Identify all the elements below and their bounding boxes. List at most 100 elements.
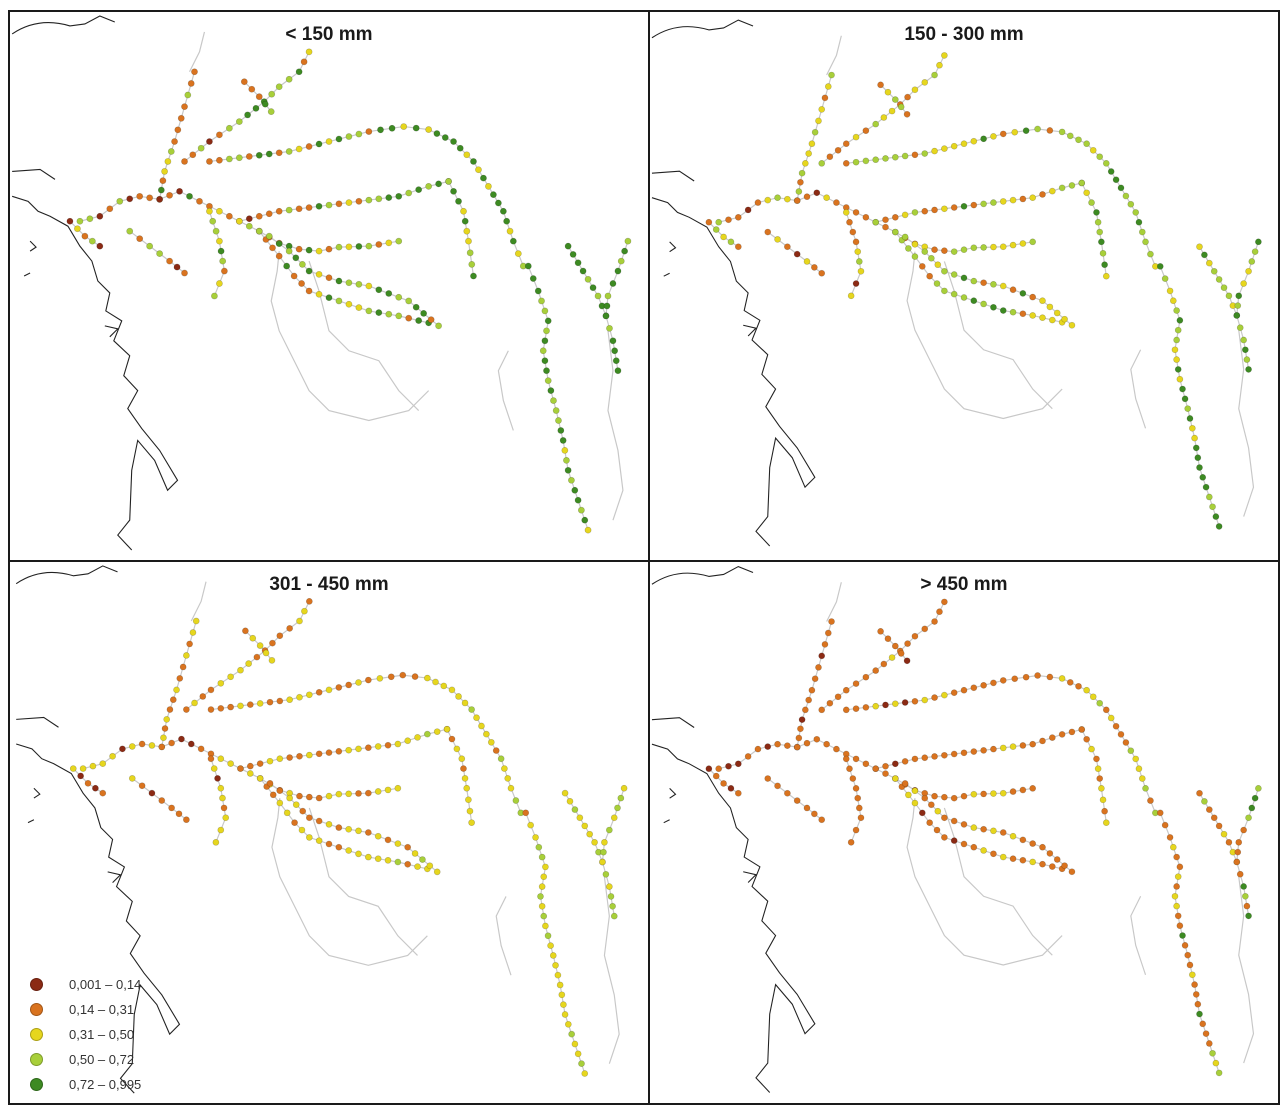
station-point xyxy=(950,142,958,150)
station-point xyxy=(315,140,323,148)
station-point xyxy=(1093,209,1100,216)
map-panel-lt-150: < 150 mm xyxy=(8,10,650,562)
station-point xyxy=(388,124,396,132)
station-point xyxy=(852,826,860,834)
station-point xyxy=(1147,797,1154,804)
station-point xyxy=(581,516,589,524)
station-point xyxy=(1243,902,1251,910)
station-point xyxy=(1019,786,1027,794)
station-point xyxy=(292,254,300,262)
station-point xyxy=(365,676,372,684)
station-point xyxy=(842,686,850,694)
station-point xyxy=(549,952,557,959)
station-point xyxy=(275,240,283,248)
station-point xyxy=(936,608,943,616)
station-point xyxy=(171,138,178,145)
station-point xyxy=(980,135,987,143)
station-point xyxy=(206,158,213,165)
station-point xyxy=(566,797,574,805)
station-point xyxy=(970,201,978,209)
station-point xyxy=(207,686,215,694)
station-point xyxy=(852,158,860,166)
station-point xyxy=(1101,807,1108,815)
station-point xyxy=(824,83,832,90)
legend-item: 0,31 – 0,50 xyxy=(30,1022,141,1047)
station-point xyxy=(808,140,816,148)
station-point xyxy=(96,242,104,250)
station-point xyxy=(1046,673,1054,681)
station-point xyxy=(574,259,582,267)
station-point xyxy=(456,144,464,152)
station-point xyxy=(798,169,806,177)
station-point xyxy=(1009,286,1017,294)
station-point xyxy=(207,755,215,763)
station-point xyxy=(168,804,175,812)
station-point xyxy=(265,210,273,218)
station-point xyxy=(146,242,154,250)
station-point xyxy=(808,686,816,694)
station-point xyxy=(249,634,257,642)
station-point xyxy=(1215,1069,1223,1077)
station-point xyxy=(541,337,549,345)
station-point xyxy=(931,71,938,79)
station-point xyxy=(136,235,144,243)
station-point xyxy=(903,110,911,118)
station-point xyxy=(764,775,772,782)
station-point xyxy=(414,734,421,741)
station-point xyxy=(911,209,919,216)
station-point xyxy=(931,753,938,760)
station-point xyxy=(217,784,225,792)
station-point xyxy=(1138,228,1146,236)
station-point xyxy=(1102,272,1110,280)
station-point xyxy=(166,191,173,199)
station-point xyxy=(950,248,958,255)
station-point xyxy=(395,293,403,301)
station-point xyxy=(534,287,542,295)
station-point xyxy=(990,133,997,140)
station-point xyxy=(720,780,727,787)
station-point xyxy=(579,267,587,275)
station-point xyxy=(219,257,227,265)
station-point xyxy=(77,772,84,780)
station-point xyxy=(557,427,565,434)
station-point xyxy=(245,153,253,160)
station-point xyxy=(852,705,860,713)
station-point xyxy=(921,150,929,157)
station-point xyxy=(473,714,480,722)
river-line xyxy=(1238,876,1255,1064)
station-point xyxy=(291,819,298,827)
station-point xyxy=(1022,127,1030,135)
station-point xyxy=(186,192,193,200)
station-point xyxy=(305,143,313,150)
station-point xyxy=(253,653,261,661)
station-point xyxy=(1019,310,1027,318)
station-point xyxy=(217,755,225,763)
station-point xyxy=(617,257,625,265)
station-point xyxy=(846,765,853,773)
station-point xyxy=(283,809,291,817)
station-point xyxy=(246,762,254,770)
station-point xyxy=(1240,336,1247,344)
station-point xyxy=(1212,1059,1220,1067)
station-point xyxy=(960,840,968,848)
station-point xyxy=(801,706,809,714)
station-point xyxy=(501,765,508,772)
station-point xyxy=(315,290,323,298)
station-point xyxy=(179,663,187,671)
station-point xyxy=(163,716,171,723)
station-point xyxy=(448,735,456,743)
station-point xyxy=(933,826,941,834)
station-point xyxy=(325,245,333,253)
station-point xyxy=(614,804,621,812)
station-point xyxy=(315,837,323,845)
station-point xyxy=(581,822,589,830)
station-point xyxy=(404,843,412,851)
station-point xyxy=(99,789,107,797)
station-point xyxy=(365,744,372,752)
station-point xyxy=(1068,182,1076,189)
station-point xyxy=(1048,316,1056,324)
station-point xyxy=(734,213,742,221)
station-point xyxy=(884,88,892,96)
river-line xyxy=(1081,729,1107,823)
station-point xyxy=(1174,873,1182,880)
